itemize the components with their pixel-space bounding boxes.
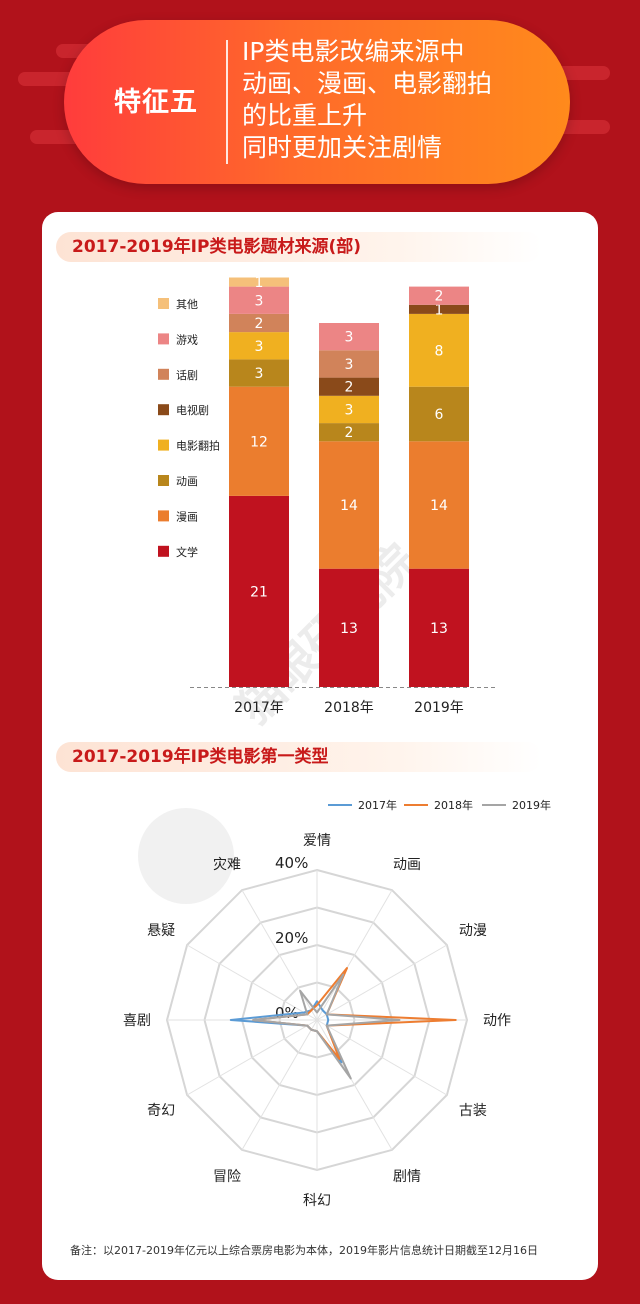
bar-data-label: 3 [255,339,264,355]
bar-segment [409,286,469,305]
bar-segment [229,386,289,496]
x-tick-label: 2018年 [324,700,374,716]
bar-segment [319,441,379,569]
watermark-logo [138,808,234,904]
header-banner [64,20,570,184]
bar-data-label: 3 [255,293,264,309]
x-tick-label: 2017年 [234,700,284,716]
bar-data-label: 3 [345,357,354,373]
legend-swatch [158,333,169,345]
bar-data-label: 6 [435,407,444,423]
x-tick-label: 2019年 [414,700,464,716]
legend-swatch [158,368,169,380]
bar-data-label: 21 [250,584,268,600]
radar-category-label: 喜剧 [123,1013,151,1029]
radar-chart-title: 2017-2019年IP类电影第一类型 [56,742,542,772]
bar-segment [319,395,379,424]
radar-spoke [186,1019,318,1096]
bar-data-label: 2 [435,289,444,305]
radar-legend-label: 2018年 [434,798,473,812]
radar-category-label: 悬疑 [147,923,175,939]
legend-label: 漫画 [176,509,198,523]
bar-chart-title: 2017-2019年IP类电影题材来源(部) [56,232,542,262]
bar-data-label: 12 [250,434,268,450]
radar-category-label: 动画 [393,857,421,873]
radar-category-label: 动作 [483,1013,511,1029]
bar-segment [409,568,469,687]
bar-data-label: 14 [430,498,448,514]
radar-spoke [316,944,448,1021]
legend-label: 动画 [176,475,198,488]
bar-segment [409,304,469,314]
header-divider [226,40,228,164]
radar-category-label: 灾难 [213,856,241,873]
bar-data-label: 8 [435,343,444,359]
radar-legend-label: 2017年 [358,798,397,812]
bar-data-label: 2 [345,425,354,441]
legend-label: 话剧 [176,369,198,382]
bar-segment [319,568,379,687]
bar-segment [229,277,289,287]
radar-spoke [241,889,318,1021]
radar-category-label: 爱情 [303,833,331,849]
bar-data-label: 3 [345,330,354,346]
bar-data-label: 1 [435,302,444,318]
bar-segment [319,377,379,396]
bar-segment [319,350,379,378]
legend-swatch [158,298,169,309]
header-text: IP类电影改编来源中 动画、漫画、电影翻拍 的比重上升 同时更加关注剧情 [242,36,562,164]
bar-segment [229,359,289,387]
bar-segment [319,423,379,442]
bar-segment [229,286,289,314]
header-tag: 特征五 [114,87,198,118]
legend-swatch [158,475,169,486]
bar-data-label: 2 [255,316,264,332]
header-line: IP类电影改编来源中 [242,37,465,66]
legend-swatch [158,545,169,557]
bar-data-label: 3 [255,366,264,382]
header-line: 动画、漫画、电影翻拍 [242,69,493,98]
radar-category-label: 冒险 [213,1169,241,1185]
bar-segment [229,313,289,333]
bar-data-label: 2 [345,380,354,396]
legend-label: 其他 [176,298,198,311]
radar-spoke [316,889,393,1021]
bar-data-label: 1 [255,275,264,291]
radar-tick-label: 40% [275,854,308,872]
radar-spoke [186,944,318,1021]
bar-data-label: 3 [345,402,354,418]
radar-series-line [252,973,401,1080]
legend-swatch [158,404,169,416]
bar-data-label: 14 [340,498,358,514]
bar-segment [319,323,379,351]
radar-legend-label: 2019年 [512,798,551,812]
radar-spoke [316,1019,448,1096]
legend-label: 电视剧 [176,403,209,417]
header-line: 的比重上升 [242,101,368,130]
legend-label: 游戏 [176,333,198,346]
bar-data-label: 13 [430,621,448,637]
radar-category-label: 奇幻 [147,1102,175,1119]
legend-swatch [158,510,169,522]
legend-label: 文学 [176,545,198,559]
radar-spoke [316,1019,393,1151]
radar-tick-label: 20% [275,929,308,947]
bar-data-label: 13 [340,621,358,637]
radar-category-label: 科幻 [303,1193,331,1209]
radar-spoke [241,1019,318,1151]
bar-segment [409,441,469,569]
radar-category-label: 动漫 [459,923,487,939]
bar-segment [409,313,469,387]
bar-segment [229,332,289,360]
header-line: 同时更加关注剧情 [242,133,443,162]
radar-category-label: 古装 [459,1103,487,1119]
radar-category-label: 剧情 [393,1169,421,1185]
footnote: 备注：以2017-2019年亿元以上综合票房电影为本体，2019年影片信息统计日… [70,1244,538,1257]
legend-label: 电影翻拍 [176,439,220,453]
bar-segment [229,495,289,687]
bar-segment [409,386,469,442]
legend-swatch [158,439,169,451]
